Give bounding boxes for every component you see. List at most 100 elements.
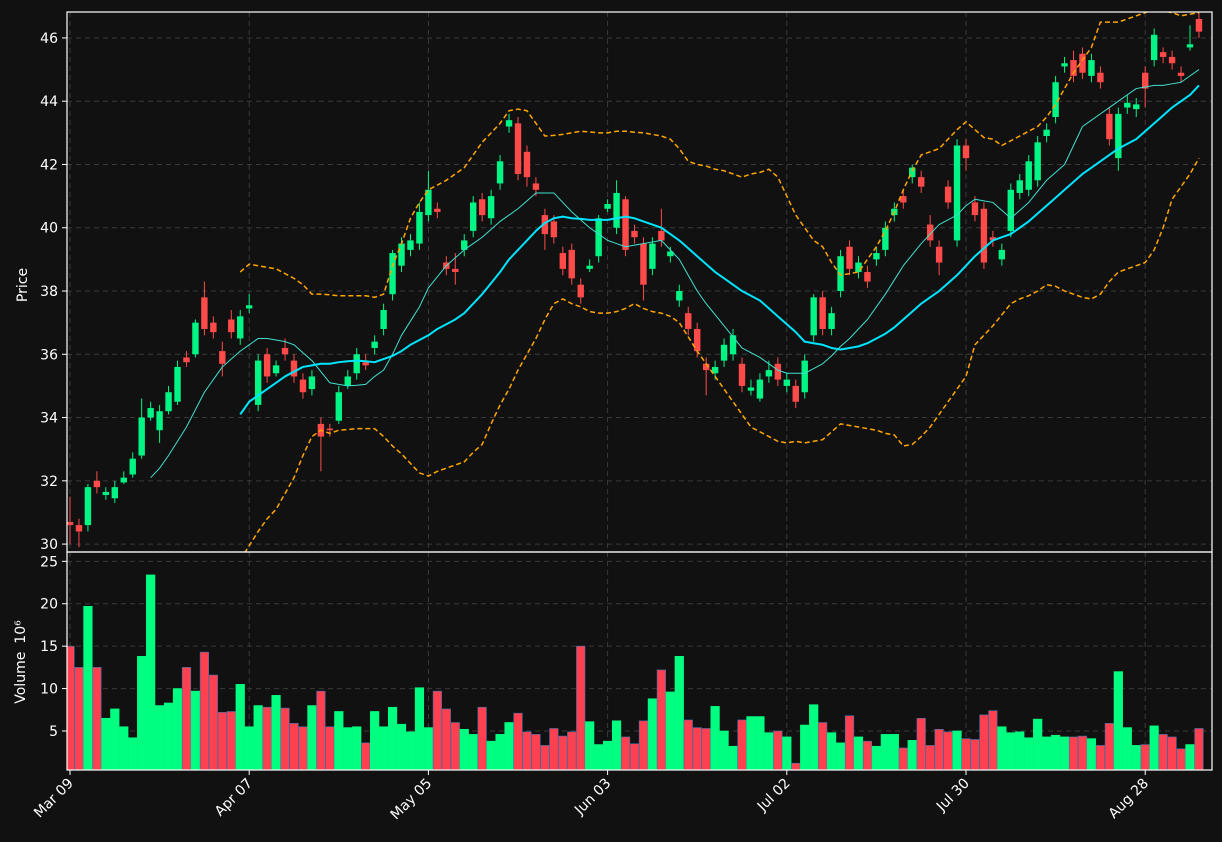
volume-bar [746,716,756,770]
volume-bar [638,720,649,770]
volume-bar [1024,737,1034,770]
candle-body [756,379,764,399]
candle-body [228,319,235,333]
overlay-line [239,84,1200,415]
candle-body [335,392,342,421]
candle-body [837,256,844,292]
candle-body [694,328,701,352]
volume-bar [414,687,425,770]
candle-body [962,145,970,159]
volume-bar [190,690,201,770]
volume-bar [119,726,129,770]
y-tick-label: 20 [40,597,58,613]
volume-bar [952,730,962,770]
volume-bar [916,717,926,770]
volume-bar [719,730,729,770]
volume-bar [943,731,953,770]
candle-body [631,230,638,238]
candle-body [702,363,710,371]
volume-bar [1149,725,1159,770]
candle-body [550,221,558,238]
candle-body [846,246,853,269]
volume-bar [244,726,254,770]
candle-body [470,202,477,231]
candle-body [989,237,997,241]
volume-bar [361,742,371,770]
volume-bar [1158,734,1168,770]
volume-bar [782,736,792,770]
candle-body [944,186,952,203]
candle-body [219,351,226,364]
candle-body [622,199,629,250]
volume-bar [871,745,881,770]
volume-bar [1077,735,1088,770]
volume-bar [934,728,944,770]
candle-body [183,357,190,363]
candle-body [792,385,799,402]
volume-bar [701,728,711,770]
candle-body [147,408,154,418]
volume-bar [1194,728,1204,770]
volume-panel [67,574,1204,770]
candle-body [201,297,208,329]
candle-body [873,253,880,260]
candle-body [577,284,584,298]
candle-body [649,243,656,269]
volume-bar [289,723,299,770]
volume-bar [674,656,684,770]
candle-body [67,521,74,526]
candle-body [398,243,405,266]
volume-bar [576,645,586,770]
candle-body [138,417,145,456]
candle-body [685,313,692,329]
y-tick-label: 15 [40,639,58,655]
volume-bar [405,731,416,770]
y-tick-label: 46 [40,31,58,47]
candle-body [783,379,790,386]
candle-body [111,487,118,499]
candle-body [210,322,217,333]
candle-body [568,249,575,279]
candle-body [1168,56,1176,64]
candle-body [263,354,271,377]
candle-body [667,251,674,257]
y-tick-label: 44 [40,94,58,110]
volume-bar [432,690,442,770]
volume-bar [835,742,846,770]
volume-bar [468,734,478,770]
candle-body [514,123,522,174]
candle-body [237,316,244,339]
price-panel [67,12,1203,552]
candle-body [407,240,414,250]
volume-bar [235,684,245,770]
price-axis-label: Price [15,268,31,302]
volume-bar [325,726,335,770]
volume-bar [316,690,326,770]
volume-bar [880,734,890,770]
candle-body [84,487,92,526]
candle-body [487,196,495,219]
volume-bar [773,730,783,770]
candle-body [254,360,262,405]
candle-body [416,211,423,244]
volume-offset: 10⁶ [13,620,29,644]
candle-body [738,363,746,386]
volume-bar [298,726,308,770]
candle-body [828,313,835,329]
candle-body [380,309,387,329]
volume-bar [826,732,837,770]
candle-body [523,151,531,178]
volume-bar [1131,745,1141,770]
volume-bar [522,731,532,770]
volume-bar [800,724,810,770]
volume-bar [665,691,675,770]
volume-bar [540,745,550,770]
candle-body [326,428,334,431]
volume-bar [217,712,227,770]
candle-body [1150,34,1158,61]
volume-bar [889,734,899,770]
volume-bar [1086,738,1097,770]
candle-body [156,411,163,431]
volume-bar [844,715,855,770]
candle-body [676,291,683,301]
